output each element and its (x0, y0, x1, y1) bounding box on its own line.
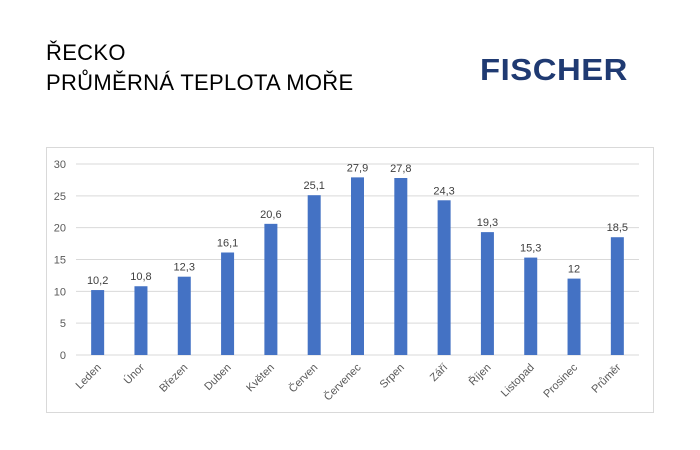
chart-frame (46, 147, 654, 413)
data-label: 12,3 (174, 262, 195, 274)
data-label: 20,6 (260, 209, 281, 221)
bar (610, 237, 624, 355)
x-tick-label: Únor (121, 361, 147, 387)
bar (221, 252, 235, 355)
page-title-country: ŘECKO (46, 40, 126, 65)
x-tick-label: Říjen (466, 361, 493, 388)
bar (307, 195, 321, 355)
data-label: 24,3 (433, 185, 454, 197)
y-tick-label: 30 (54, 159, 66, 171)
data-label: 10,2 (87, 275, 108, 287)
x-tick-label: Srpen (378, 362, 407, 391)
data-label: 27,9 (347, 162, 368, 174)
bar (480, 232, 494, 355)
data-label: 16,1 (217, 237, 238, 249)
y-tick-label: 10 (54, 286, 66, 298)
data-label: 18,5 (607, 222, 628, 234)
fischer-logo: FISCHER (480, 52, 628, 87)
y-tick-label: 15 (54, 255, 66, 267)
y-tick-label: 20 (54, 223, 66, 235)
bar (394, 178, 408, 355)
bar (524, 257, 538, 355)
title-block: ŘECKO PRŮMĚRNÁ TEPLOTA MOŘE (46, 38, 353, 98)
bar (567, 278, 581, 355)
bar (177, 276, 191, 355)
data-label: 27,8 (390, 163, 411, 175)
x-tick-label: Duben (202, 362, 233, 393)
x-tick-label: Leden (74, 362, 104, 392)
data-label: 25,1 (303, 180, 324, 192)
data-label: 12 (568, 264, 580, 276)
x-tick-label: Červenec (321, 361, 364, 404)
page-title-subtitle: PRŮMĚRNÁ TEPLOTA MOŘE (46, 70, 354, 95)
y-tick-label: 5 (60, 318, 66, 330)
data-label: 10,8 (130, 271, 151, 283)
x-tick-label: Listopad (499, 362, 537, 400)
x-tick-label: Září (428, 362, 450, 384)
x-tick-label: Březen (157, 362, 190, 395)
x-tick-label: Červen (286, 361, 320, 395)
bar (264, 223, 278, 355)
data-label: 15,3 (520, 243, 541, 255)
y-tick-label: 25 (54, 191, 66, 203)
bar (134, 286, 148, 355)
data-label: 19,3 (477, 217, 498, 229)
x-tick-label: Průměr (589, 361, 623, 395)
x-tick-label: Květen (244, 362, 277, 395)
bar (437, 200, 451, 355)
x-tick-label: Prosinec (541, 361, 580, 400)
y-tick-label: 0 (60, 350, 66, 362)
bar (351, 177, 364, 355)
bar (91, 290, 105, 355)
